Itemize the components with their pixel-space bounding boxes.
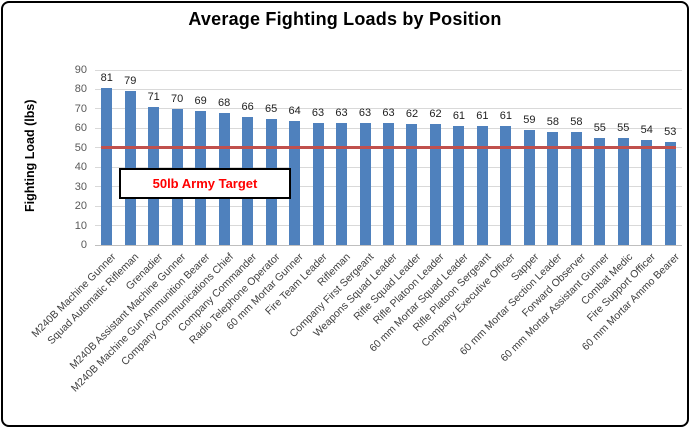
bar-value-label: 63 (311, 106, 325, 119)
bar-value-label: 62 (405, 108, 419, 121)
bar-value-label: 54 (640, 124, 653, 136)
bar-value-label: 59 (523, 114, 536, 127)
bar (547, 132, 559, 245)
y-tick-label: 0 (80, 239, 87, 251)
bar (523, 130, 535, 245)
bar (359, 122, 371, 245)
bar (594, 138, 606, 245)
y-axis-title: Fighting Load (lbs) (23, 99, 37, 213)
gridline (95, 88, 682, 90)
bar-value-label: 68 (218, 96, 231, 109)
chart-frame: Average Fighting Loads by Position Fight… (1, 1, 689, 427)
bar-value-label: 69 (194, 94, 207, 107)
bar (101, 87, 113, 245)
bar-value-label: 58 (570, 116, 583, 129)
bar-value-label: 61 (499, 110, 513, 123)
bar-value-label: 63 (335, 106, 348, 119)
bar-value-label: 70 (171, 92, 184, 105)
bar (312, 122, 324, 245)
bar-value-label: 71 (147, 90, 160, 103)
bar-value-label: 63 (358, 106, 372, 119)
y-tick-label: 70 (74, 102, 87, 115)
target-label-box: 50lb Army Target (119, 168, 291, 199)
gridline (95, 108, 682, 110)
chart-title: Average Fighting Loads by Position (188, 9, 502, 29)
target-line (100, 146, 677, 150)
bar (289, 120, 301, 245)
y-tick-label: 40 (74, 161, 87, 174)
y-tick-label: 60 (74, 122, 87, 135)
bar-value-label: 81 (100, 71, 113, 84)
bar (429, 124, 441, 245)
bar-value-label: 53 (664, 125, 677, 138)
bar-value-label: 66 (241, 100, 254, 113)
y-tick-label: 30 (74, 180, 87, 193)
bar (476, 126, 488, 245)
bar-value-label: 61 (452, 110, 466, 123)
bar-value-label: 64 (288, 104, 301, 117)
bar (383, 122, 394, 245)
bar-value-label: 55 (617, 122, 630, 135)
bar (641, 140, 653, 245)
target-label: 50lb Army Target (152, 176, 258, 191)
y-tick-label: 50 (74, 141, 87, 154)
bar-value-label: 62 (429, 108, 442, 121)
bar-value-label: 55 (593, 122, 606, 135)
y-tick-label: 20 (74, 200, 87, 213)
bar (617, 138, 629, 245)
y-tick-label: 10 (74, 219, 87, 232)
bar-value-label: 63 (382, 106, 395, 119)
bar (336, 122, 348, 245)
bar (570, 132, 582, 245)
bar-value-label: 65 (264, 102, 278, 115)
bar (500, 126, 512, 245)
bar-value-label: 79 (124, 75, 137, 88)
bar (453, 126, 465, 245)
bar-value-label: 58 (546, 116, 559, 129)
bar (664, 141, 676, 245)
y-tick-label: 90 (74, 64, 87, 76)
bar-value-label: 61 (476, 110, 489, 123)
bar (406, 124, 418, 245)
gridline (95, 69, 682, 71)
x-axis-line (95, 244, 682, 246)
y-tick-label: 80 (74, 83, 87, 96)
